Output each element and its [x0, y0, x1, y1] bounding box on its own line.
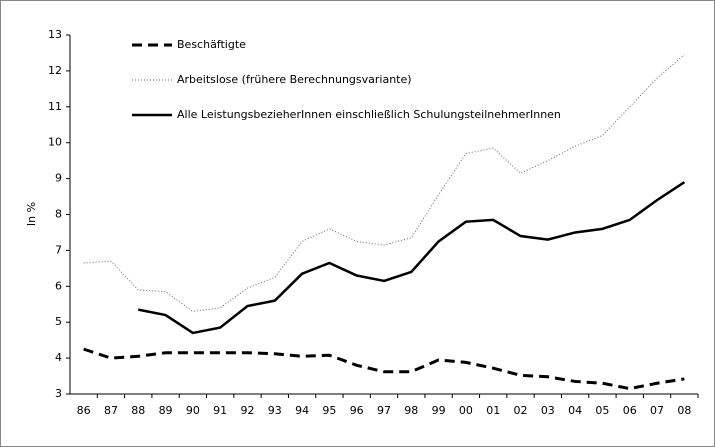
legend-label: Beschäftigte: [177, 38, 246, 51]
x-tick-label: 91: [213, 404, 227, 417]
x-tick-label: 88: [131, 404, 145, 417]
x-tick-label: 98: [404, 404, 418, 417]
y-axis-label: In %: [25, 202, 38, 226]
series-line: [83, 347, 685, 391]
x-tick-label: 01: [486, 404, 500, 417]
series-line: [138, 181, 686, 335]
x-tick-label: 05: [595, 404, 609, 417]
y-tick-label: 4: [55, 351, 62, 364]
y-tick-label: 7: [55, 243, 62, 256]
x-tick-label: 96: [350, 404, 364, 417]
x-tick-label: 06: [623, 404, 637, 417]
x-tick-label: 03: [541, 404, 555, 417]
x-tick-label: 08: [677, 404, 691, 417]
x-tick-label: 94: [295, 404, 309, 417]
x-tick-label: 99: [432, 404, 446, 417]
y-tick-label: 5: [55, 315, 62, 328]
x-tick-label: 02: [514, 404, 528, 417]
y-tick-label: 3: [55, 387, 62, 400]
y-tick-label: 9: [55, 172, 62, 185]
legend-label: Arbeitslose (frühere Berechnungsvariante…: [177, 73, 412, 86]
x-tick-label: 93: [268, 404, 282, 417]
y-tick-label: 13: [48, 28, 62, 41]
y-tick-label: 12: [48, 64, 62, 77]
x-tick-label: 92: [240, 404, 254, 417]
legend-label: Alle LeistungsbezieherInnen einschließli…: [177, 108, 561, 121]
y-tick-label: 11: [48, 100, 62, 113]
x-tick-label: 90: [186, 404, 200, 417]
y-tick-label: 6: [55, 279, 62, 292]
y-tick-label: 10: [48, 136, 62, 149]
x-tick-label: 87: [104, 404, 118, 417]
x-tick-label: 07: [650, 404, 664, 417]
x-tick-label: 97: [377, 404, 391, 417]
x-tick-label: 89: [159, 404, 173, 417]
x-tick-label: 86: [77, 404, 91, 417]
x-tick-label: 00: [459, 404, 473, 417]
series-line: [83, 54, 685, 312]
x-tick-label: 04: [568, 404, 582, 417]
x-tick-label: 95: [322, 404, 336, 417]
y-tick-label: 8: [55, 208, 62, 221]
